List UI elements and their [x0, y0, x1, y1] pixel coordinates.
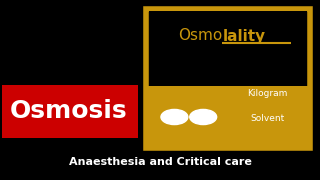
Bar — [146, 86, 310, 148]
Text: Kilogram: Kilogram — [247, 89, 287, 98]
Bar — [2, 85, 138, 138]
Text: Anaesthesia and Critical care: Anaesthesia and Critical care — [68, 157, 252, 167]
Circle shape — [161, 109, 188, 125]
Text: lality: lality — [222, 28, 266, 44]
Bar — [146, 9, 310, 148]
Text: Solvent: Solvent — [250, 114, 284, 123]
Text: Osmo: Osmo — [178, 28, 222, 44]
Bar — [149, 11, 307, 86]
Circle shape — [190, 109, 217, 125]
Text: Osmosis: Osmosis — [10, 99, 128, 123]
